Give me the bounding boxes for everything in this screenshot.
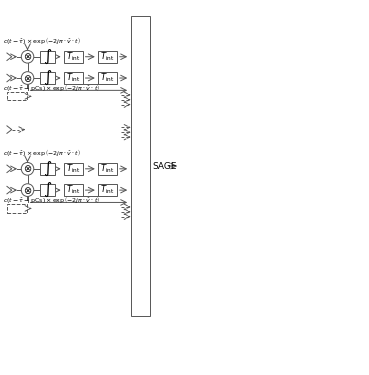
Bar — [98, 184, 117, 196]
Text: $c(t-\hat{\tau})\times\exp\left(-2j\pi\cdot\hat{v}\cdot t\right)$: $c(t-\hat{\tau})\times\exp\left(-2j\pi\c… — [3, 35, 80, 46]
Text: $\otimes$: $\otimes$ — [23, 164, 32, 174]
Text: $\int$: $\int$ — [43, 69, 52, 87]
Text: $T_{\mathrm{int}}$: $T_{\mathrm{int}}$ — [66, 72, 80, 84]
Text: $T_{\mathrm{int}}$: $T_{\mathrm{int}}$ — [66, 51, 80, 63]
Bar — [98, 163, 117, 175]
Text: SAGE: SAGE — [152, 162, 177, 171]
Bar — [40, 163, 55, 175]
Text: $c(t-\hat{\tau})\times\exp\left(-2j\pi\cdot\hat{v}\cdot t\right)$: $c(t-\hat{\tau})\times\exp\left(-2j\pi\c… — [3, 147, 80, 158]
Bar — [63, 51, 83, 63]
Bar — [98, 51, 117, 63]
Bar — [40, 184, 55, 196]
Circle shape — [21, 50, 34, 63]
Text: $T_{\mathrm{int}}$: $T_{\mathrm{int}}$ — [66, 163, 80, 175]
Text: $c(t-\hat{\tau}-\mathrm{pCs})\times\exp\left(-2j\pi\cdot\hat{v}\cdot t\right)$: $c(t-\hat{\tau}-\mathrm{pCs})\times\exp\… — [3, 82, 100, 93]
Circle shape — [21, 162, 34, 175]
Circle shape — [21, 72, 34, 84]
Bar — [40, 51, 55, 63]
Bar — [131, 16, 149, 316]
Text: $T_{\mathrm{int}}$: $T_{\mathrm{int}}$ — [100, 72, 115, 84]
Text: $\int$: $\int$ — [43, 181, 52, 199]
Text: $\otimes$: $\otimes$ — [23, 184, 32, 196]
Bar — [7, 204, 27, 213]
Circle shape — [21, 184, 34, 196]
Bar — [63, 184, 83, 196]
Text: $T_{\mathrm{int}}$: $T_{\mathrm{int}}$ — [100, 184, 115, 196]
Text: $c(t-\hat{\tau}-\mathrm{pCs})\times\exp\left(-2j\pi\cdot\hat{v}\cdot t\right)$: $c(t-\hat{\tau}-\mathrm{pCs})\times\exp\… — [3, 194, 100, 206]
Text: $\otimes$: $\otimes$ — [23, 51, 32, 62]
Text: $\int$: $\int$ — [43, 48, 52, 66]
Text: $T_{\mathrm{int}}$: $T_{\mathrm{int}}$ — [100, 163, 115, 175]
Text: $T_{\mathrm{int}}$: $T_{\mathrm{int}}$ — [66, 184, 80, 196]
Bar — [63, 72, 83, 84]
Bar — [7, 92, 27, 100]
Bar — [63, 163, 83, 175]
Text: $\otimes$: $\otimes$ — [23, 72, 32, 84]
Bar — [98, 72, 117, 84]
Text: $T_{\mathrm{int}}$: $T_{\mathrm{int}}$ — [100, 51, 115, 63]
Text: $\int$: $\int$ — [43, 160, 52, 178]
Bar — [40, 72, 55, 84]
